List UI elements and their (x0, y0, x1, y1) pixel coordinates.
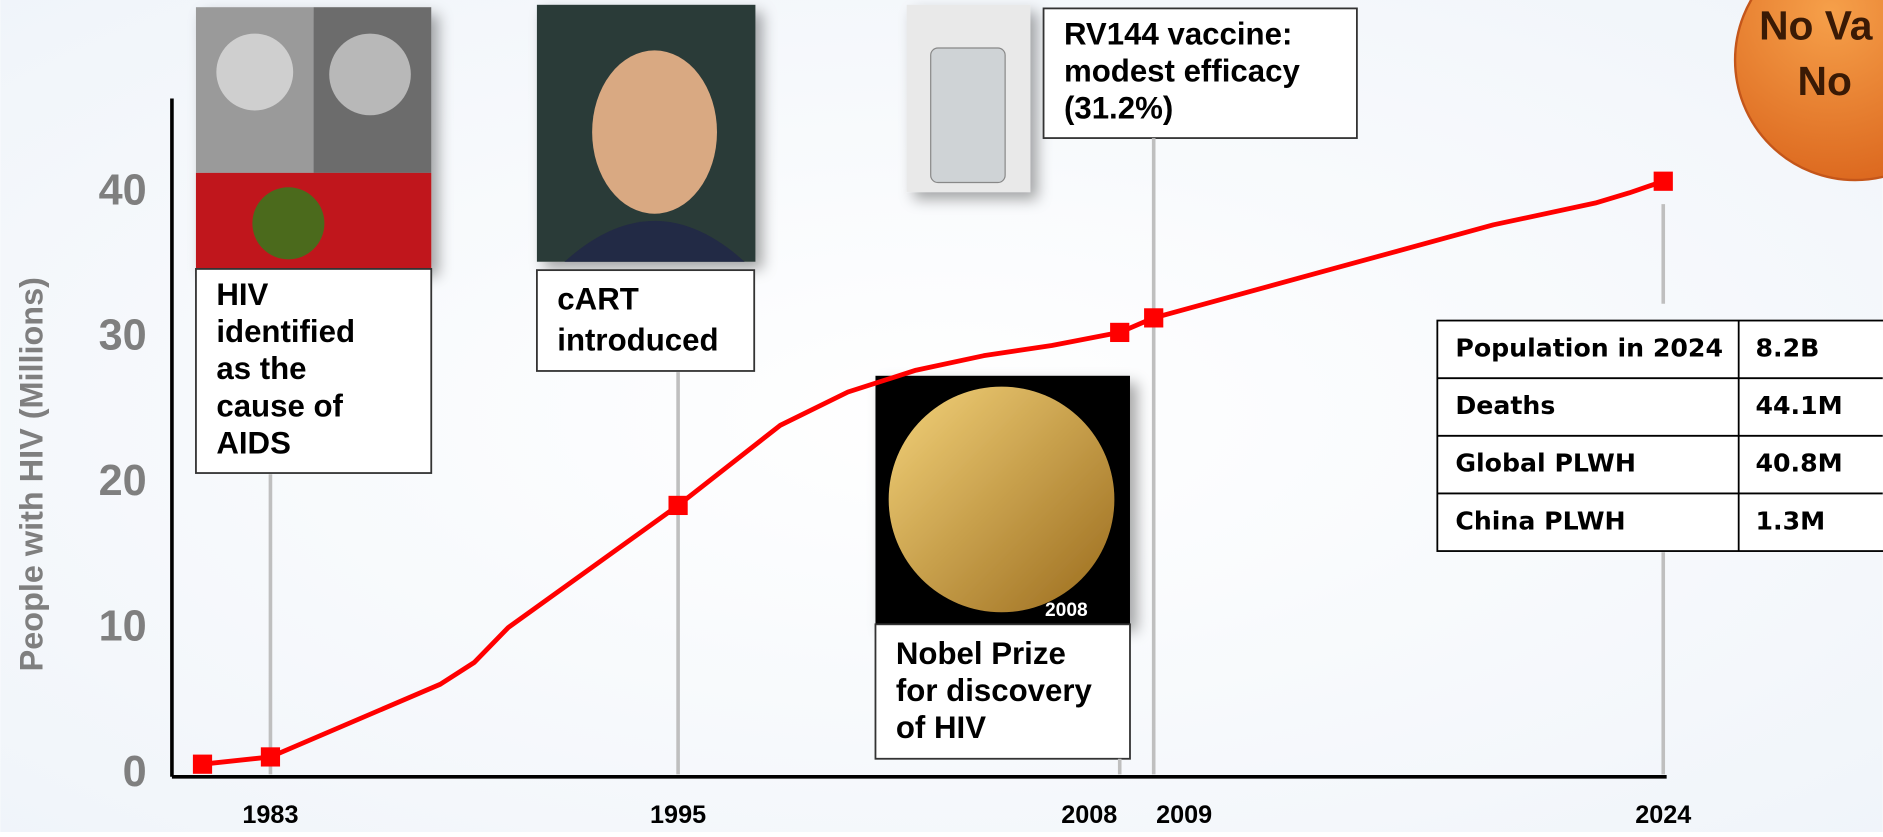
table-cell: Population in 2024 (1455, 333, 1723, 362)
y-tick-label: 30 (99, 312, 147, 360)
photo-group (195, 4, 1130, 625)
data-point (192, 754, 213, 774)
data-line (202, 178, 1665, 767)
annotation-text: identified (216, 314, 355, 349)
virus (252, 187, 325, 260)
annotation-box (1042, 7, 1358, 139)
annotation-text: cART (557, 282, 638, 317)
y-tick-label: 0 (123, 748, 147, 796)
data-point (668, 495, 688, 516)
data-point (260, 747, 281, 767)
annotation-text: (31.2%) (1064, 91, 1173, 126)
annotation-text: AIDS (216, 426, 291, 461)
annotation-text: Nobel Prize (896, 636, 1066, 671)
table-cell: Global PLWH (1455, 449, 1636, 478)
x-tick-label: 1983 (242, 801, 298, 829)
badge-text: No Va (1759, 3, 1873, 49)
annotation-text: HIV (216, 277, 268, 312)
annotation-box (536, 269, 756, 372)
table-cell: 44.1M (1755, 391, 1842, 420)
y-tick-label: 10 (99, 602, 147, 650)
annotation-box (195, 268, 433, 474)
table-cell: 1.3M (1755, 506, 1825, 535)
photo-face (216, 33, 294, 111)
table-cell: 8.2B (1755, 333, 1819, 362)
annotation-text: cause of (216, 388, 343, 423)
photo-face (592, 50, 717, 214)
x-tick-label: 2024 (1635, 801, 1691, 829)
annotation-text: RV144 vaccine: (1064, 16, 1292, 51)
image-label: 2008 (1045, 600, 1088, 621)
x-tick-label: 1995 (650, 801, 706, 829)
x-tick-label: 2009 (1156, 801, 1212, 829)
table-cell: 40.8M (1755, 449, 1842, 478)
annotation-box (874, 623, 1131, 760)
table-cell: Deaths (1455, 391, 1555, 420)
medal (888, 386, 1115, 613)
table-cell: China PLWH (1455, 506, 1625, 535)
y-tick-label: 40 (99, 166, 147, 214)
data-point (1144, 308, 1164, 328)
annotation-text: of HIV (896, 710, 986, 745)
annotation-text: as the (216, 351, 306, 386)
annotation-text: for discovery (896, 673, 1093, 708)
annotation-text: introduced (557, 322, 718, 357)
badge-text: No (1798, 58, 1852, 104)
data-point (1110, 322, 1130, 343)
annotation-text: modest efficacy (1064, 53, 1300, 88)
y-tick-label: 20 (99, 457, 147, 505)
photo-suit (564, 220, 745, 262)
x-tick-label: 2008 (1061, 801, 1117, 829)
y-axis-label: People with HIV (Millions) (13, 277, 49, 671)
photo-face (329, 33, 411, 116)
data-point (1653, 171, 1673, 191)
vial (930, 47, 1006, 184)
badge (1733, 0, 1883, 182)
